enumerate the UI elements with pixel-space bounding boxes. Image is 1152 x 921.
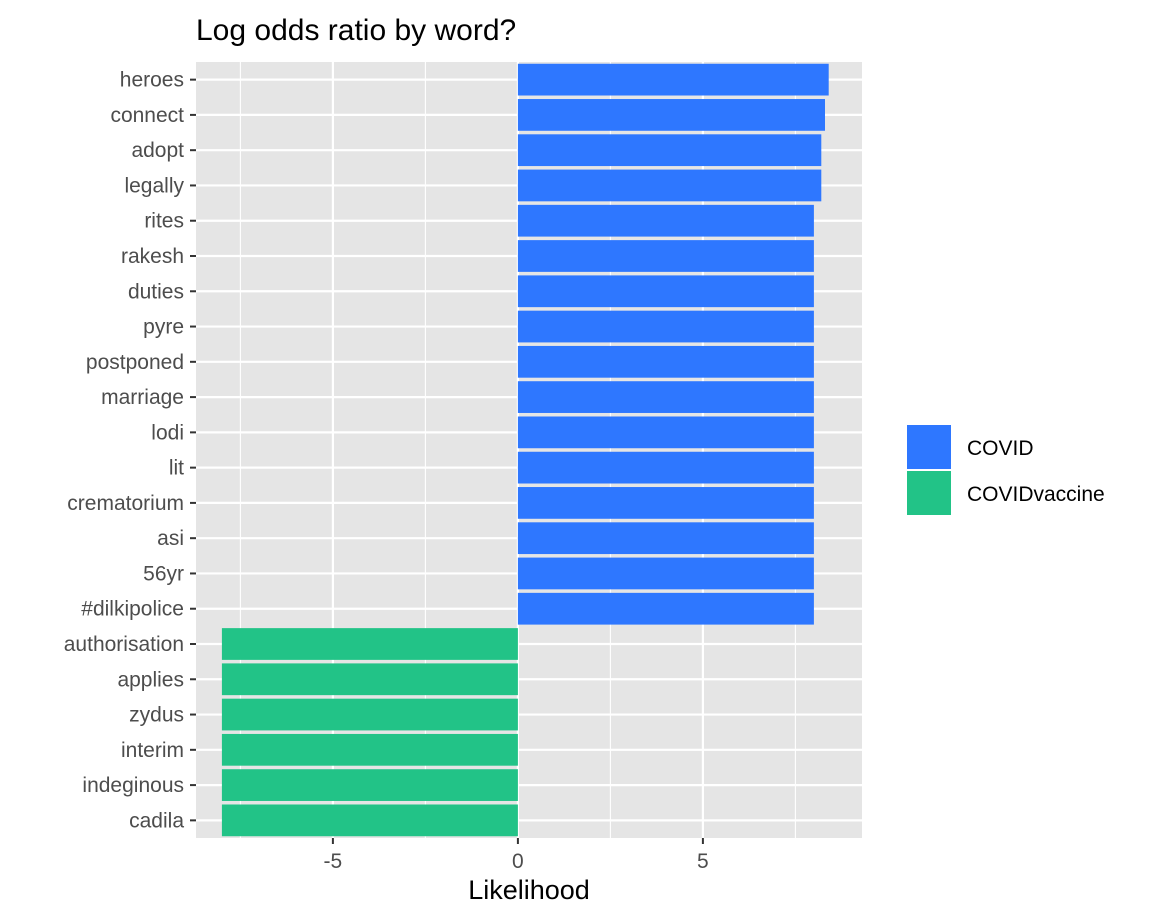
bar-authorisation [221,628,518,660]
x-tick-label: -5 [324,850,343,873]
legend: COVID COVIDvaccine [907,425,1105,515]
bar-duties [517,275,814,308]
bar-adopt [517,134,822,167]
bar-pyre [517,310,814,343]
x-axis-title: Likelihood [468,875,590,905]
bars [221,63,829,837]
y-tick-label: rakesh [121,245,184,268]
bar-lodi [517,416,814,449]
y-tick-label: #dilkipolice [81,598,184,621]
y-tick-label: rites [144,210,184,233]
bar-zydus [221,698,518,731]
bar-#dilkipolice [517,592,814,625]
y-tick-label: indeginous [82,774,184,797]
y-tick-label: zydus [129,704,184,727]
bar-connect [517,99,825,131]
y-tick-label: lodi [151,421,184,444]
bar-rites [517,204,814,237]
y-tick-label: heroes [120,69,184,92]
y-tick-label: pyre [143,316,184,339]
bar-interim [221,733,518,766]
y-tick-label: lit [169,457,184,480]
legend-label: COVIDvaccine [967,483,1105,506]
y-axis: heroes connect adopt legally rites rakesh duti… [64,69,196,832]
bar-indeginous [221,769,518,801]
y-tick-label: duties [128,280,184,303]
y-tick-label: 56yr [143,562,184,585]
bar-applies [221,663,518,696]
y-tick-label: cadila [129,809,184,832]
y-tick-label: interim [121,739,184,762]
bar-cadila [221,804,518,837]
bar-marriage [517,381,814,413]
legend-key-COVIDvaccine [907,471,951,515]
y-tick-label: crematorium [67,492,184,515]
legend-label: COVID [967,437,1034,460]
y-tick-label: marriage [101,386,184,409]
y-tick-label: connect [110,104,184,127]
bar-rakesh [517,240,814,272]
chart-title: Log odds ratio by word? [196,14,516,47]
y-tick-label: postponed [86,351,184,374]
y-tick-label: authorisation [64,633,184,656]
bar-56yr [517,557,814,590]
bar-crematorium [517,487,814,519]
bar-heroes [517,63,829,96]
x-tick-label: 5 [697,850,709,873]
x-tick-label: 0 [512,850,524,873]
y-tick-label: legally [124,174,184,197]
y-tick-label: applies [117,668,184,691]
legend-key-COVID [907,425,951,469]
y-tick-label: adopt [131,139,184,162]
y-tick-label: asi [157,527,184,550]
bar-lit [517,451,814,484]
bar-asi [517,522,814,555]
x-axis: -5 0 5 [324,838,709,873]
bar-legally [517,169,822,202]
bar-postponed [517,345,814,378]
